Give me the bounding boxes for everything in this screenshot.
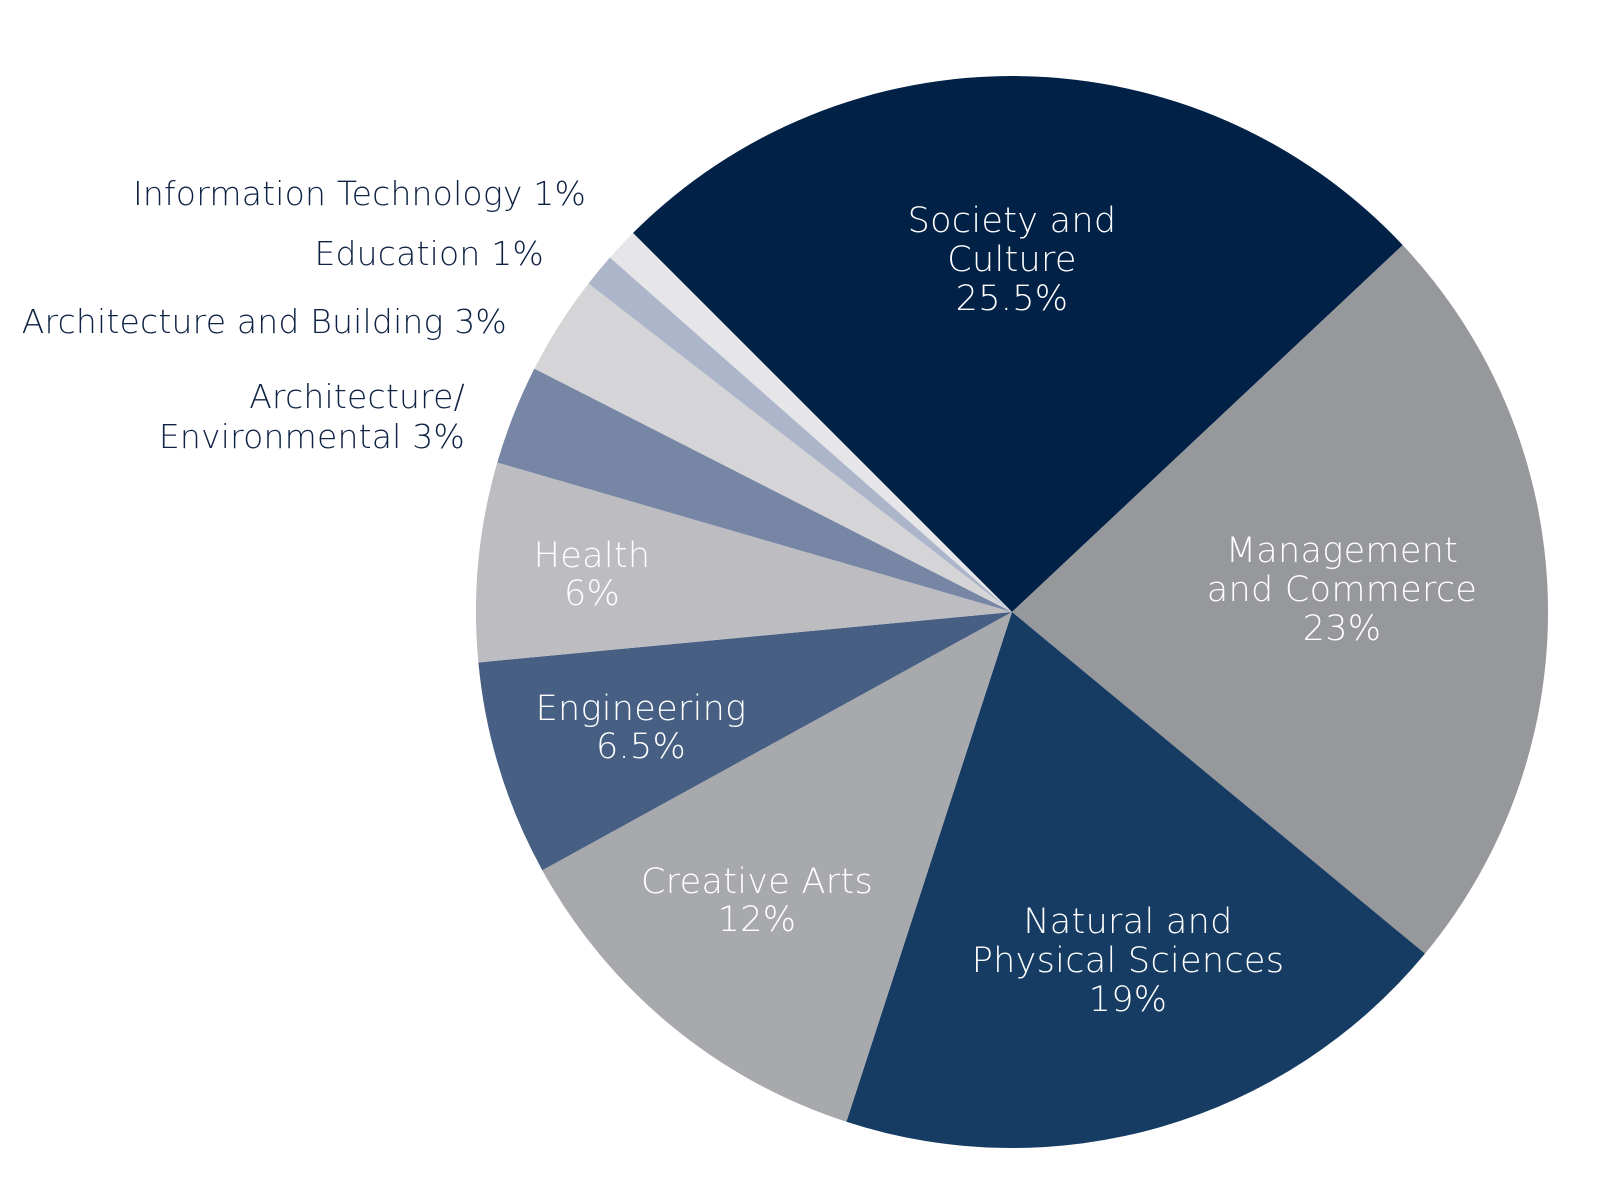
label-line: Natural and — [1023, 902, 1232, 942]
label-line: 12% — [718, 900, 797, 940]
label-architecture-environmental: Architecture/Environmental 3% — [159, 377, 465, 456]
label-line: 25.5% — [956, 279, 1069, 319]
labels-layer: Society and Culture 25.5% Management and Com… — [22, 174, 1478, 1020]
slice-management-and-commerce — [1012, 245, 1549, 954]
label-management-and-commerce: Management and Commerce 23% — [1207, 531, 1478, 649]
label-health: Health 6% — [534, 536, 651, 614]
label-architecture-and-building: Architecture and Building 3% — [22, 302, 507, 341]
slice-society-and-culture — [632, 75, 1403, 612]
slice-creative-arts — [542, 612, 1012, 1122]
slice-architecture-and-building — [534, 283, 1012, 612]
label-line: Environmental 3% — [159, 417, 465, 456]
slice-information-technology — [609, 232, 1012, 613]
slice-health — [476, 462, 1013, 663]
label-line: Culture — [947, 240, 1077, 280]
label-line: Information Technology 1% — [133, 174, 586, 213]
label-line: Society and — [908, 201, 1117, 241]
slice-architecture-environmental — [497, 368, 1012, 612]
label-line: 6% — [564, 574, 620, 614]
label-line: Architecture/ — [249, 377, 465, 416]
slice-engineering — [478, 612, 1012, 871]
label-line: Creative Arts — [641, 862, 873, 902]
slice-natural-and-physical-sciences — [846, 612, 1425, 1149]
label-line: Architecture and Building 3% — [22, 302, 507, 341]
label-education: Education 1% — [314, 234, 544, 273]
label-line: 6.5% — [596, 727, 686, 767]
label-information-technology: Information Technology 1% — [133, 174, 586, 213]
label-line: Education 1% — [314, 234, 544, 273]
slice-education — [588, 257, 1012, 612]
label-society-and-culture: Society and Culture 25.5% — [908, 201, 1117, 319]
label-creative-arts: Creative Arts 12% — [641, 862, 873, 940]
slices-layer — [476, 75, 1549, 1149]
label-line: Engineering — [536, 689, 747, 729]
label-engineering: Engineering 6.5% — [536, 689, 747, 767]
label-line: Physical Sciences — [972, 941, 1285, 981]
label-line: and Commerce — [1207, 570, 1478, 610]
label-line: 19% — [1089, 980, 1168, 1020]
label-line: 23% — [1303, 609, 1382, 649]
label-natural-and-physical-sciences: Natural and Physical Sciences 19% — [972, 902, 1285, 1020]
label-line: Management — [1226, 531, 1458, 571]
label-line: Health — [534, 536, 651, 576]
